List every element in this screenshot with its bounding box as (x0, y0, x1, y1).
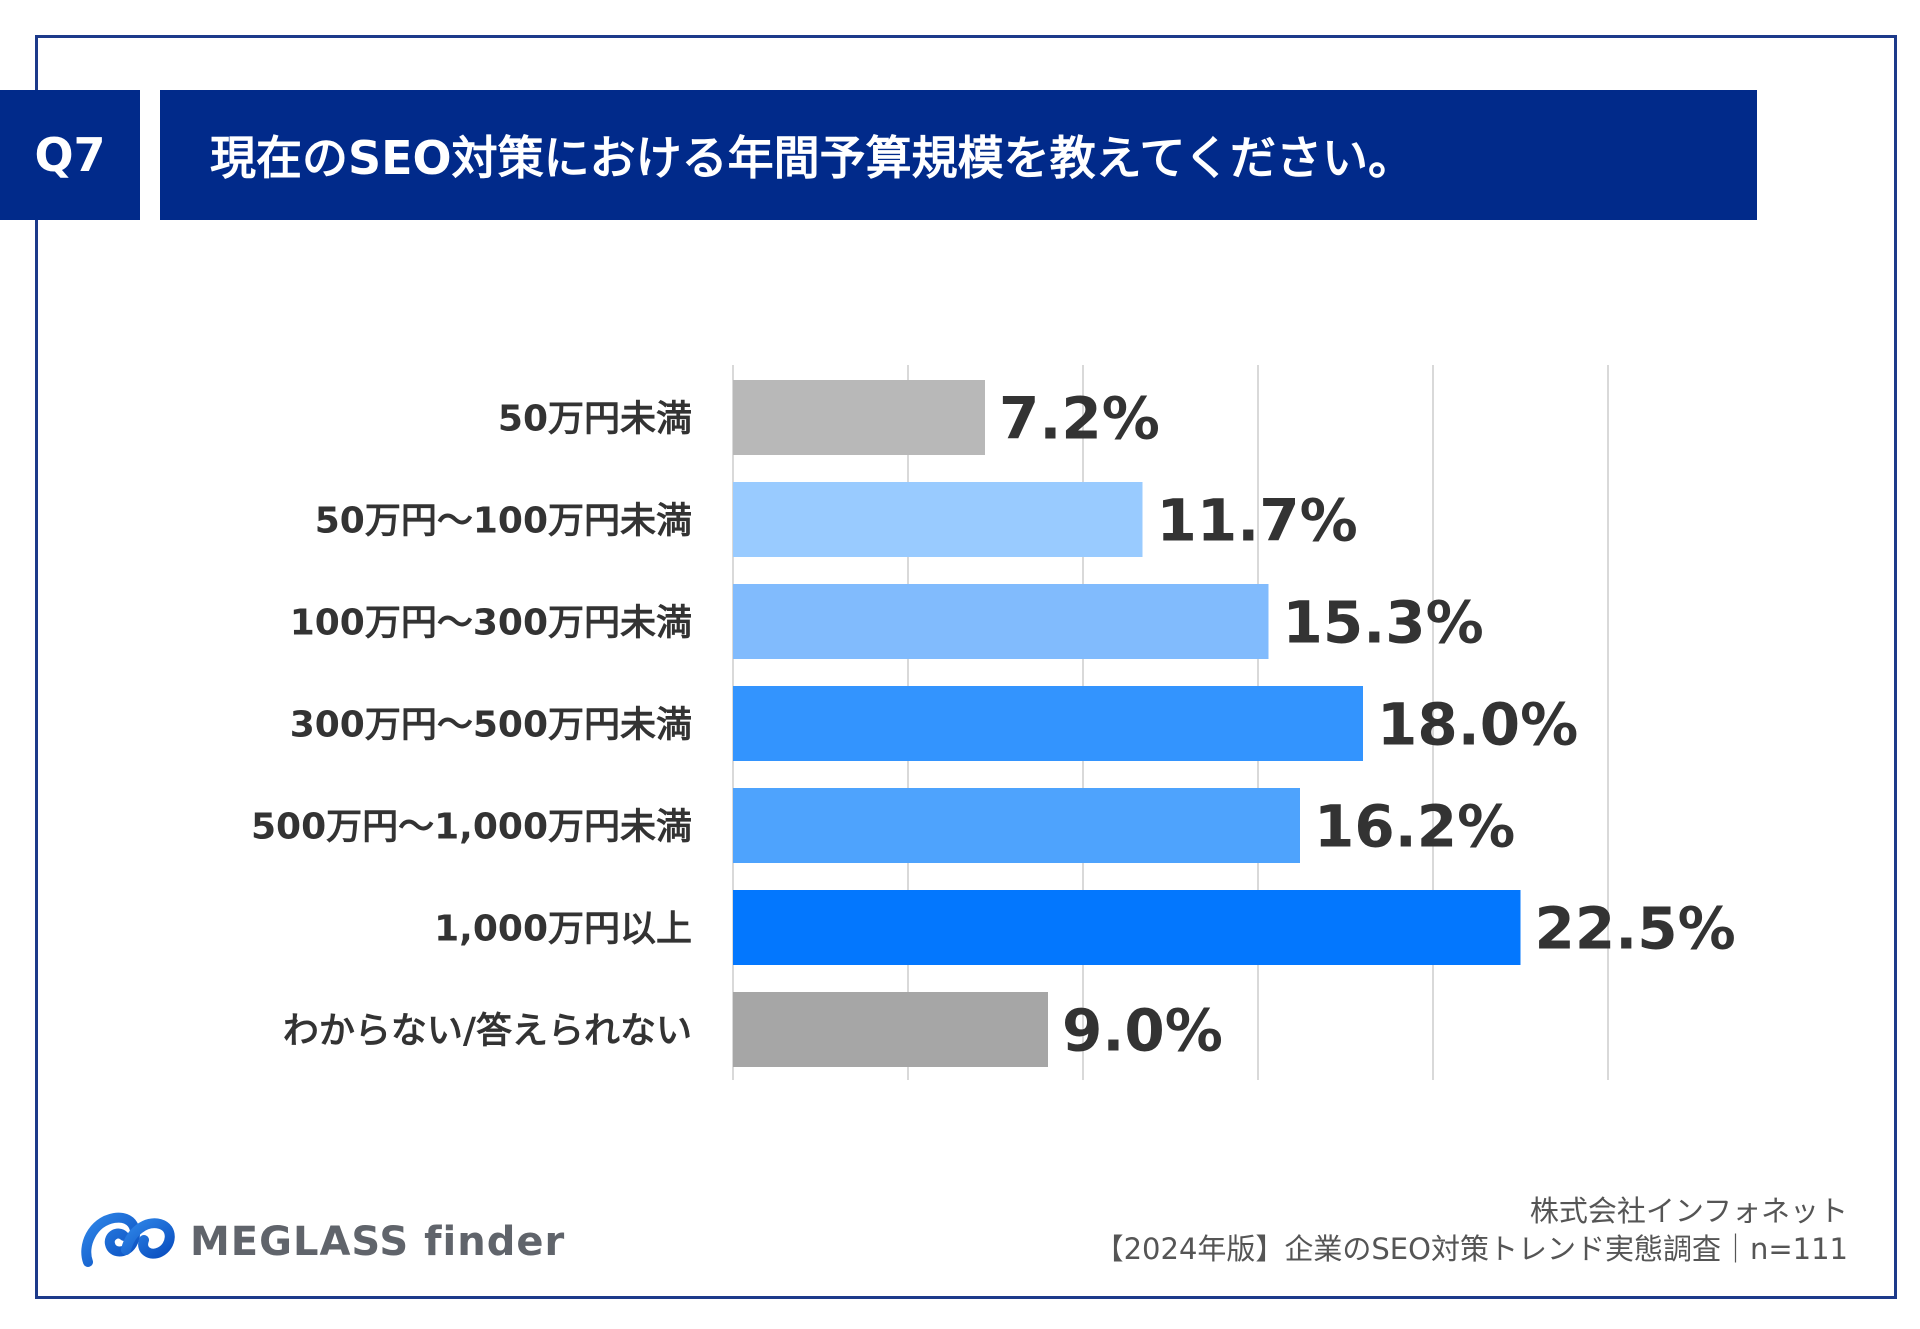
bar (733, 482, 1143, 557)
meglass-logo-icon (81, 1212, 175, 1267)
bar (733, 686, 1363, 761)
data-label: 9.0% (1062, 997, 1223, 1065)
data-label: 7.2% (999, 385, 1160, 453)
category-label: 50万円未満 (498, 399, 692, 440)
data-label: 15.3% (1283, 589, 1484, 657)
brand-logo-text: MEGLASS finder (190, 1219, 566, 1265)
category-label: 300万円〜500万円未満 (290, 705, 692, 746)
chart-frame (35, 35, 1897, 1299)
question-number-badge: Q7 (0, 90, 140, 220)
category-label: 50万円〜100万円未満 (315, 501, 692, 542)
brand-logo: MEGLASS finder (80, 1210, 565, 1274)
data-label: 16.2% (1314, 793, 1515, 861)
bar (733, 584, 1269, 659)
bar (733, 890, 1521, 965)
data-label: 18.0% (1377, 691, 1578, 759)
bar (733, 992, 1048, 1067)
source-company: 株式会社インフォネット (1529, 1194, 1848, 1228)
data-label: 22.5% (1535, 895, 1736, 963)
category-label: 500万円〜1,000万円未満 (251, 807, 692, 848)
bar (733, 380, 985, 455)
category-label: わからない/答えられない (283, 1011, 692, 1052)
source-note: 株式会社インフォネット 【2024年版】企業のSEO対策トレンド実態調査｜n=1… (1095, 1192, 1848, 1268)
category-label: 1,000万円以上 (434, 909, 692, 950)
bar (733, 788, 1300, 863)
category-label: 100万円〜300万円未満 (290, 603, 692, 644)
question-title: 現在のSEO対策における年間予算規模を教えてください。 (160, 90, 1757, 220)
data-label: 11.7% (1157, 487, 1358, 555)
source-survey: 【2024年版】企業のSEO対策トレンド実態調査｜n=111 (1094, 1232, 1848, 1266)
